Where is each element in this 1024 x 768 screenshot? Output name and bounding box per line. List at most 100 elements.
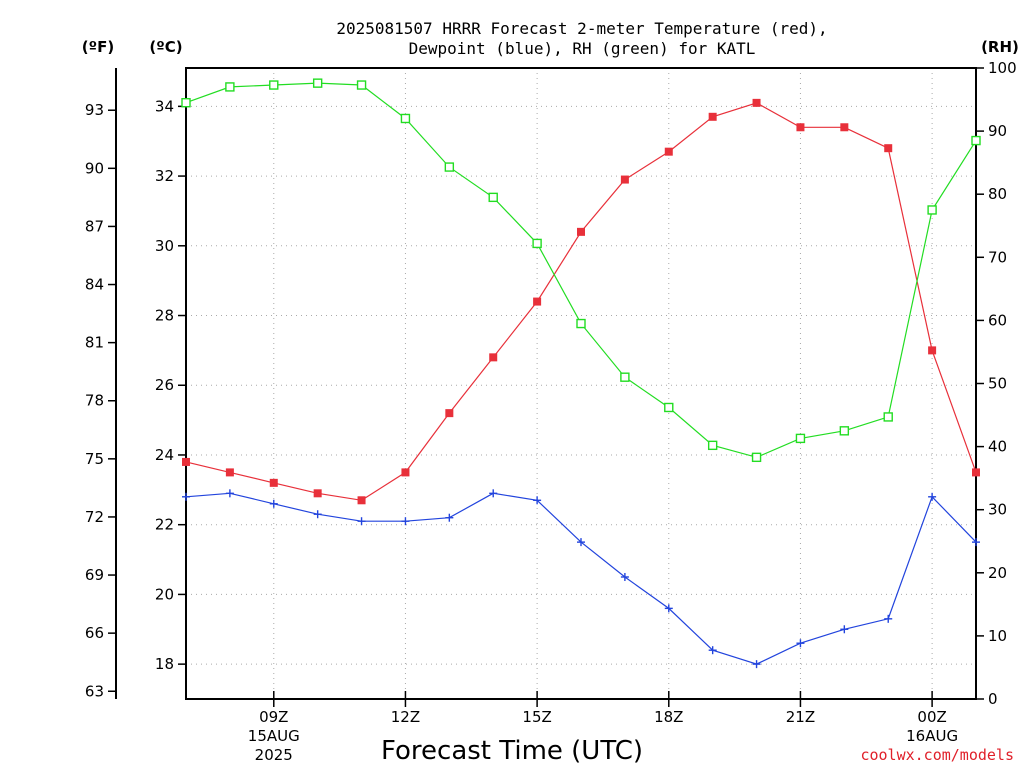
- tick-labels: 18 20 22 24 26 28 30 32 34 63 66 69 72 75 78 81 84 87 90 93…: [85, 59, 1017, 764]
- dewpoint-point: [928, 492, 937, 501]
- dewpoint-point: [972, 538, 980, 547]
- plot-frame: [185, 67, 977, 700]
- rh-point: [444, 162, 455, 172]
- temperature-point: [708, 112, 717, 121]
- x-tick-year-label: 2025: [255, 746, 293, 764]
- fahrenheit-tick-label: 81: [85, 334, 104, 352]
- rh-point: [532, 238, 542, 249]
- temperature-point: [489, 353, 498, 362]
- dewpoint-point: [401, 517, 410, 526]
- temperature-point: [840, 123, 849, 132]
- dewpoint-line: [185, 492, 977, 665]
- celsius-tick-label: 18: [155, 655, 174, 673]
- x-axis-label: Forecast Time (UTC): [381, 736, 643, 766]
- rh-series: [181, 78, 981, 463]
- rh-tick-label: 30: [988, 501, 1007, 519]
- x-tick-label: 12Z: [391, 708, 420, 726]
- x-tick-label: 18Z: [654, 708, 683, 726]
- rh-tick-label: 100: [988, 59, 1017, 77]
- dewpoint-point: [577, 538, 585, 547]
- dewpoint-point: [796, 639, 805, 648]
- fahrenheit-tick-label: 66: [85, 624, 104, 642]
- temperature-line: [185, 102, 977, 501]
- fahrenheit-tick-label: 75: [85, 450, 104, 468]
- axes: [108, 67, 984, 707]
- dewpoint-point: [313, 510, 322, 519]
- dewpoint-point: [182, 492, 190, 501]
- fahrenheit-tick-label: 90: [85, 159, 104, 177]
- gridlines: [186, 68, 976, 699]
- rh-point: [971, 135, 981, 146]
- celsius-tick-label: 32: [155, 167, 174, 185]
- rh-point: [356, 80, 367, 90]
- celsius-tick-label: 24: [155, 446, 174, 464]
- fahrenheit-tick-label: 87: [85, 217, 104, 235]
- dewpoint-series: [182, 489, 980, 669]
- dewpoint-point: [752, 660, 761, 669]
- rh-tick-label: 60: [988, 311, 1007, 329]
- rh-tick-label: 10: [988, 627, 1007, 645]
- temperature-point: [445, 409, 454, 418]
- dewpoint-point: [840, 625, 849, 634]
- celsius-tick-label: 28: [155, 307, 174, 325]
- rh-point: [927, 205, 937, 215]
- celsius-tick-label: 30: [155, 237, 174, 255]
- rh-point: [795, 433, 806, 444]
- chart-title-line-1: 2025081507 HRRR Forecast 2-meter Tempera…: [336, 19, 827, 38]
- temperature-point: [401, 468, 410, 477]
- rh-unit-label: (RH): [981, 38, 1019, 56]
- temperature-point: [972, 468, 980, 477]
- rh-tick-label: 70: [988, 248, 1007, 266]
- fahrenheit-tick-label: 72: [85, 508, 104, 526]
- temperature-point: [928, 346, 937, 355]
- rh-point: [312, 78, 323, 88]
- source-credit[interactable]: coolwx.com/models: [860, 746, 1014, 764]
- dewpoint-point: [489, 489, 498, 498]
- fahrenheit-tick-label: 63: [85, 682, 104, 700]
- rh-tick-label: 90: [988, 122, 1007, 140]
- fahrenheit-unit-label: (ºF): [82, 38, 114, 56]
- x-tick-date-label: 15AUG: [248, 727, 300, 745]
- rh-point: [707, 440, 718, 451]
- x-tick-label: 00Z: [917, 708, 946, 726]
- rh-point: [839, 426, 850, 436]
- temperature-point: [182, 457, 190, 466]
- rh-point: [225, 82, 235, 92]
- x-tick-date-label: 16AUG: [906, 727, 958, 745]
- rh-point: [400, 113, 411, 124]
- temperature-point: [577, 227, 585, 236]
- fahrenheit-tick-label: 69: [85, 566, 104, 584]
- rh-tick-label: 0: [988, 690, 998, 708]
- rh-point: [751, 452, 762, 463]
- rh-point: [181, 98, 191, 108]
- dewpoint-point: [445, 513, 454, 522]
- x-tick-label: 15Z: [522, 708, 551, 726]
- temperature-point: [884, 144, 893, 153]
- dewpoint-point: [357, 517, 366, 526]
- celsius-tick-label: 34: [155, 97, 174, 115]
- dewpoint-point: [664, 604, 673, 613]
- rh-point: [269, 80, 279, 90]
- x-tick-label: 21Z: [786, 708, 815, 726]
- chart-title: 2025081507 HRRR Forecast 2-meter Tempera…: [336, 19, 827, 58]
- temperature-point: [752, 98, 761, 107]
- dewpoint-point: [269, 499, 278, 508]
- temperature-point: [620, 175, 629, 184]
- rh-tick-label: 20: [988, 564, 1007, 582]
- temperature-point: [664, 147, 673, 156]
- temperature-point: [533, 297, 542, 306]
- fahrenheit-tick-label: 93: [85, 101, 104, 119]
- temperature-series: [182, 98, 980, 505]
- dewpoint-point: [620, 572, 629, 581]
- dewpoint-point: [533, 496, 542, 505]
- celsius-tick-label: 26: [155, 376, 174, 394]
- rh-point: [883, 412, 893, 422]
- fahrenheit-tick-label: 84: [85, 276, 104, 294]
- rh-tick-label: 50: [988, 375, 1007, 393]
- rh-point: [576, 318, 586, 329]
- dewpoint-point: [225, 489, 234, 498]
- fahrenheit-tick-label: 78: [85, 392, 104, 410]
- temperature-point: [313, 489, 322, 498]
- rh-point: [620, 372, 630, 382]
